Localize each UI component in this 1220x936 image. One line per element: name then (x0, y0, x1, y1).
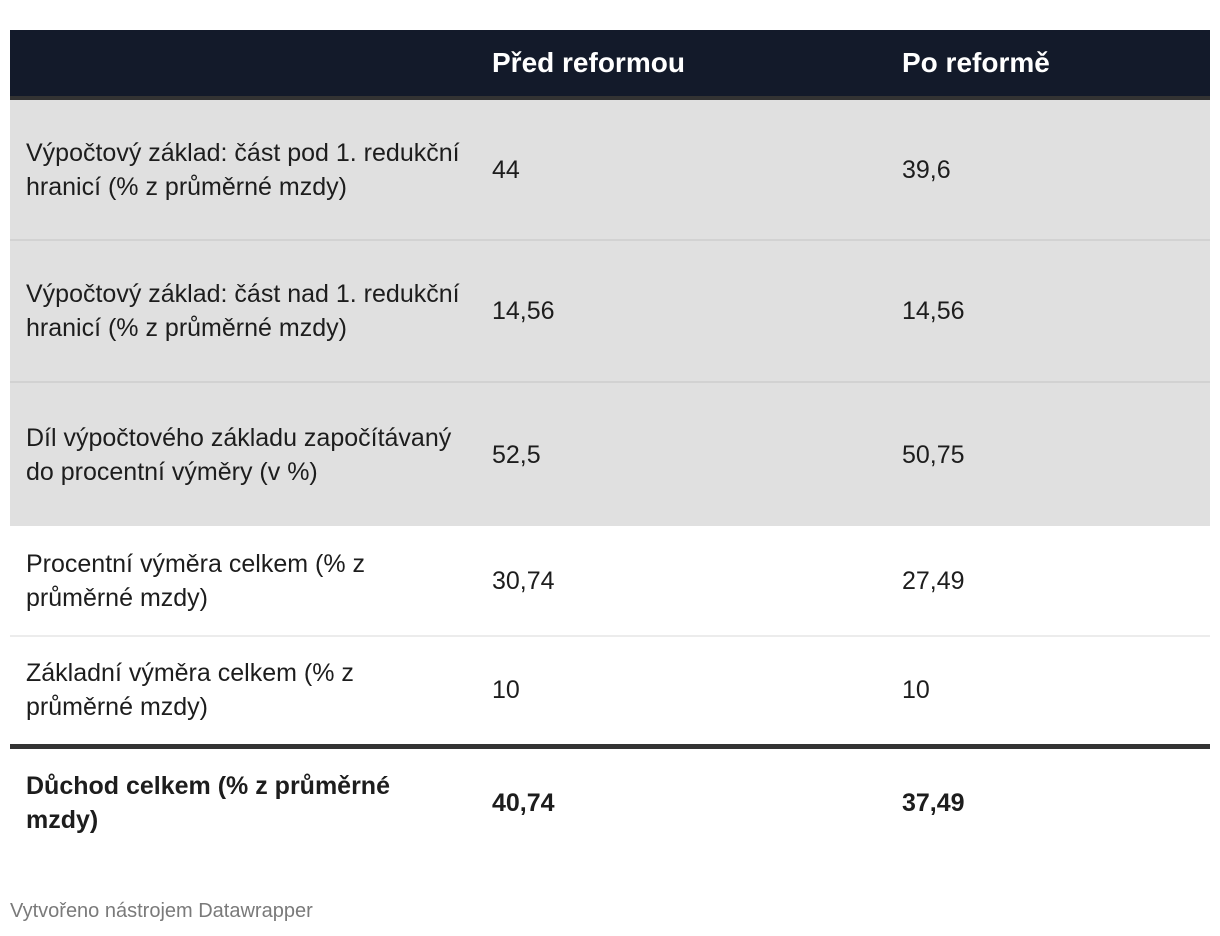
row-label: Základní výměra celkem (% z průměrné mzd… (10, 636, 476, 746)
header-cell-label (10, 30, 476, 100)
row-value-before: 30,74 (476, 526, 886, 637)
header-cell-after: Po reformě (886, 30, 1210, 100)
data-table-container: Před reformou Po reformě Výpočtový zákla… (10, 30, 1210, 858)
row-label: Výpočtový základ: část nad 1. redukční h… (10, 240, 476, 383)
row-label: Výpočtový základ: část pod 1. redukční h… (10, 98, 476, 241)
header-cell-before: Před reformou (476, 30, 886, 100)
row-value-before: 52,5 (476, 382, 886, 526)
row-value-after: 10 (886, 636, 1210, 746)
row-label: Procentní výměra celkem (% z průměrné mz… (10, 526, 476, 637)
row-value-before: 14,56 (476, 240, 886, 383)
row-value-before: 44 (476, 98, 886, 241)
datawrapper-credit: Vytvořeno nástrojem Datawrapper (10, 900, 313, 922)
row-value-after: 27,49 (886, 526, 1210, 637)
row-value-before: 10 (476, 636, 886, 746)
total-label: Důchod celkem (% z průměrné mzdy) (10, 743, 476, 858)
row-label: Díl výpočtového základu započítávaný do … (10, 382, 476, 526)
row-value-after: 39,6 (886, 98, 1210, 241)
table-row: Díl výpočtového základu započítávaný do … (10, 382, 1210, 526)
total-value-after: 37,49 (886, 743, 1210, 858)
table-row: Výpočtový základ: část pod 1. redukční h… (10, 98, 1210, 241)
table-total-row: Důchod celkem (% z průměrné mzdy) 40,74 … (10, 743, 1210, 858)
table-row: Procentní výměra celkem (% z průměrné mz… (10, 526, 1210, 637)
row-value-after: 14,56 (886, 240, 1210, 383)
total-value-before: 40,74 (476, 743, 886, 858)
data-table: Před reformou Po reformě Výpočtový zákla… (10, 30, 1210, 858)
table-row: Výpočtový základ: část nad 1. redukční h… (10, 240, 1210, 383)
table-header-row: Před reformou Po reformě (10, 30, 1210, 100)
table-row: Základní výměra celkem (% z průměrné mzd… (10, 636, 1210, 746)
row-value-after: 50,75 (886, 382, 1210, 526)
